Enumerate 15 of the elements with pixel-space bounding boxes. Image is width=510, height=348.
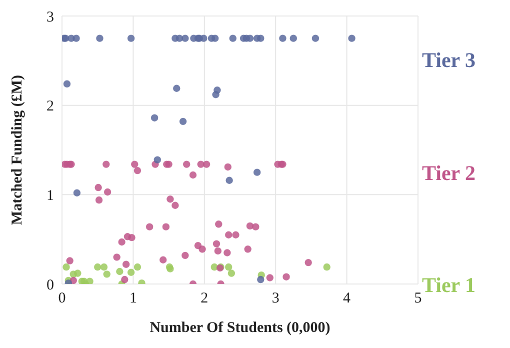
text: Tier 1 bbox=[422, 273, 476, 298]
x-tick-label: 0 bbox=[58, 290, 66, 307]
x-tick-label: 5 bbox=[414, 290, 422, 307]
text: Tier 3 bbox=[422, 48, 476, 73]
x-tick-label: 3 bbox=[272, 290, 280, 307]
text: Tier 2 bbox=[422, 160, 476, 186]
x-tick-label: 1 bbox=[129, 290, 137, 307]
y-axis-title: Matched Funding (£M) bbox=[9, 74, 26, 225]
y-tick-label: 1 bbox=[46, 188, 54, 204]
x-tick-label: 4 bbox=[343, 290, 352, 307]
y-tick-label: 0 bbox=[46, 277, 54, 294]
x-axis-title: Number Of Students (0,000) bbox=[150, 320, 330, 336]
x-tick-label: 2 bbox=[200, 290, 208, 307]
y-tick-label: 2 bbox=[46, 98, 54, 115]
y-tick-label: 3 bbox=[46, 9, 54, 26]
